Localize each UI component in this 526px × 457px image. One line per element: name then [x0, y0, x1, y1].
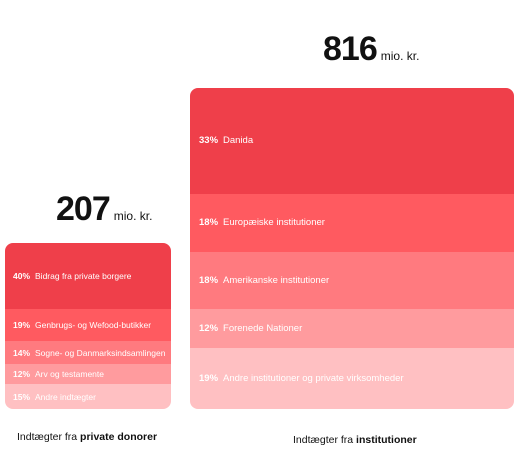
private-donors-caption-bold: private donorer — [80, 431, 158, 443]
private-donors-segment-percent: 19% — [13, 320, 31, 331]
private-donors-segment-label: Sogne- og Danmarksindsamlingen — [35, 347, 166, 358]
institutions-stacked-bar: 33% Danida 18% Europæiske institutioner 18% A… — [190, 88, 514, 409]
institutions-segment-label: Danida — [223, 135, 254, 147]
institutions-segment-percent: 18% — [199, 217, 219, 229]
institutions-caption-bold: institutioner — [356, 434, 417, 446]
institutions-caption-prefix: Indtægter fra — [293, 434, 354, 446]
institutions-segment: 18% Amerikanske institutioner — [190, 251, 514, 310]
institutions-total-value: 816 — [323, 30, 378, 68]
private-donors-stacked-bar: 40% Bidrag fra private borgere 19% Genbrugs… — [5, 243, 171, 409]
private-donors-segment-label: Genbrugs- og Wefood-butikker — [35, 320, 152, 331]
private-donors-segment-label: Bidrag fra private borgere — [35, 271, 132, 282]
private-donors-segment: 15% Andre indtægter — [5, 384, 171, 409]
private-donors-segment: 14% Sogne- og Danmarksindsamlingen — [5, 340, 171, 365]
institutions-segment-percent: 19% — [199, 372, 219, 384]
private-donors-segment-percent: 40% — [13, 271, 31, 282]
private-donors-segment-percent: 12% — [13, 369, 31, 380]
institutions-caption: Indtægter fra institutioner — [293, 434, 417, 446]
private-donors-segment-label: Arv og testamente — [35, 369, 104, 380]
private-donors-segment: 12% Arv og testamente — [5, 364, 171, 385]
private-donors-caption-prefix: Indtægter fra — [17, 431, 78, 443]
private-donors-caption: Indtægter fra private donorer — [17, 431, 157, 443]
institutions-segment: 18% Europæiske institutioner — [190, 193, 514, 252]
institutions-segment-label: Andre institutioner og private virksomhe… — [223, 372, 404, 384]
institutions-total: 816 mio. kr. — [323, 30, 419, 69]
institutions-segment-percent: 12% — [199, 323, 219, 335]
institutions-segment-label: Forenede Nationer — [223, 323, 303, 335]
institutions-segment: 12% Forenede Nationer — [190, 309, 514, 348]
private-donors-segment-percent: 14% — [13, 347, 31, 358]
institutions-segment-percent: 33% — [199, 135, 219, 147]
institutions-segment: 19% Andre institutioner og private virkso… — [190, 347, 514, 409]
private-donors-segment: 40% Bidrag fra private borgere — [5, 243, 171, 310]
institutions-segment-label: Europæiske institutioner — [223, 217, 325, 229]
private-donors-total-value: 207 — [56, 190, 111, 228]
private-donors-segment-percent: 15% — [13, 391, 31, 402]
institutions-segment-label: Amerikanske institutioner — [223, 275, 330, 287]
private-donors-total: 207 mio. kr. — [56, 190, 152, 229]
institutions-total-unit: mio. kr. — [380, 49, 420, 63]
private-donors-total-unit: mio. kr. — [113, 209, 153, 223]
institutions-segment: 33% Danida — [190, 88, 514, 194]
private-donors-segment-label: Andre indtægter — [35, 391, 96, 402]
private-donors-segment: 19% Genbrugs- og Wefood-butikker — [5, 309, 171, 341]
institutions-segment-percent: 18% — [199, 275, 219, 287]
